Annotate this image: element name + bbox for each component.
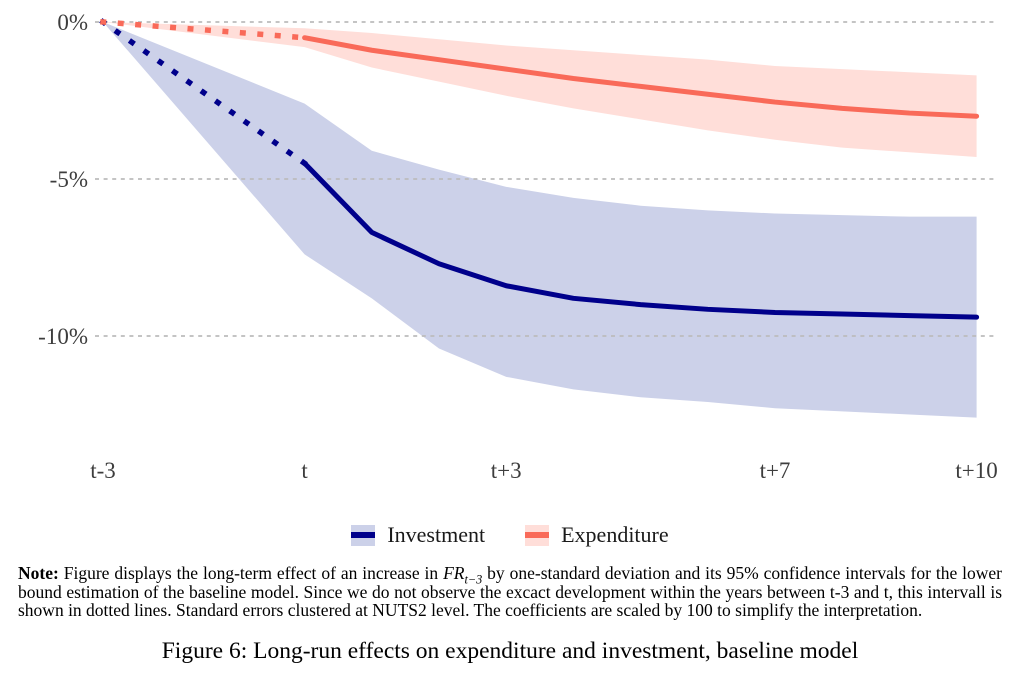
- line-chart-canvas: 0% -5% -10% t-3 t t+3 t+7 t+10: [38, 10, 998, 483]
- note-math-fr: FR: [443, 563, 465, 583]
- y-axis-tick-labels: 0% -5% -10%: [38, 10, 88, 349]
- note-text-pre: Figure displays the long-term effect of …: [58, 563, 444, 583]
- y-tick-label--5%: -5%: [50, 167, 88, 192]
- investment-solid-line: [302, 160, 980, 320]
- figure-6-container: 0% -5% -10% t-3 t t+3 t+7 t+10 Investment Expe…: [0, 10, 1020, 665]
- y-tick-label-0%: 0%: [57, 10, 88, 35]
- x-tick-label-t+7: t+7: [760, 458, 791, 483]
- legend-item-expenditure: Expenditure: [525, 522, 669, 548]
- x-tick-label-t-3: t-3: [90, 458, 116, 483]
- gridlines: [95, 21, 995, 337]
- investment-swatch-icon: [351, 524, 376, 546]
- y-tick-label--10%: -10%: [38, 324, 88, 349]
- investment-confidence-band: [103, 22, 977, 418]
- legend-item-investment: Investment: [351, 522, 485, 548]
- confidence-bands: [103, 22, 977, 418]
- caption-number: Figure 6:: [161, 637, 248, 664]
- x-tick-label-t: t: [301, 458, 308, 483]
- series-lines: [99, 18, 980, 320]
- investment-dotted-line: [99, 18, 309, 168]
- investment-swatch-line: [351, 532, 376, 538]
- legend-label-expenditure: Expenditure: [561, 522, 669, 547]
- expenditure-solid-line: [302, 35, 980, 119]
- x-tick-label-t+10: t+10: [955, 458, 997, 483]
- x-tick-label-t+3: t+3: [491, 458, 522, 483]
- expenditure-swatch-line: [525, 532, 550, 538]
- caption-text: Long-run effects on expenditure and inve…: [253, 637, 859, 664]
- expenditure-dotted-line: [100, 19, 308, 41]
- x-axis-tick-labels: t-3 t t+3 t+7 t+10: [90, 458, 998, 483]
- note-text-post: by one-standard deviation and its 95% co…: [18, 563, 1002, 620]
- legend-label-investment: Investment: [387, 522, 486, 547]
- expenditure-confidence-band: [103, 22, 977, 158]
- chart-legend: Investment Expenditure: [0, 522, 1020, 548]
- expenditure-swatch-icon: [525, 524, 550, 546]
- note-label: Note:: [18, 563, 59, 583]
- figure-note: Note: Figure displays the long-term effe…: [18, 564, 1002, 620]
- figure-caption: Figure 6: Long-run effects on expenditur…: [0, 638, 1020, 665]
